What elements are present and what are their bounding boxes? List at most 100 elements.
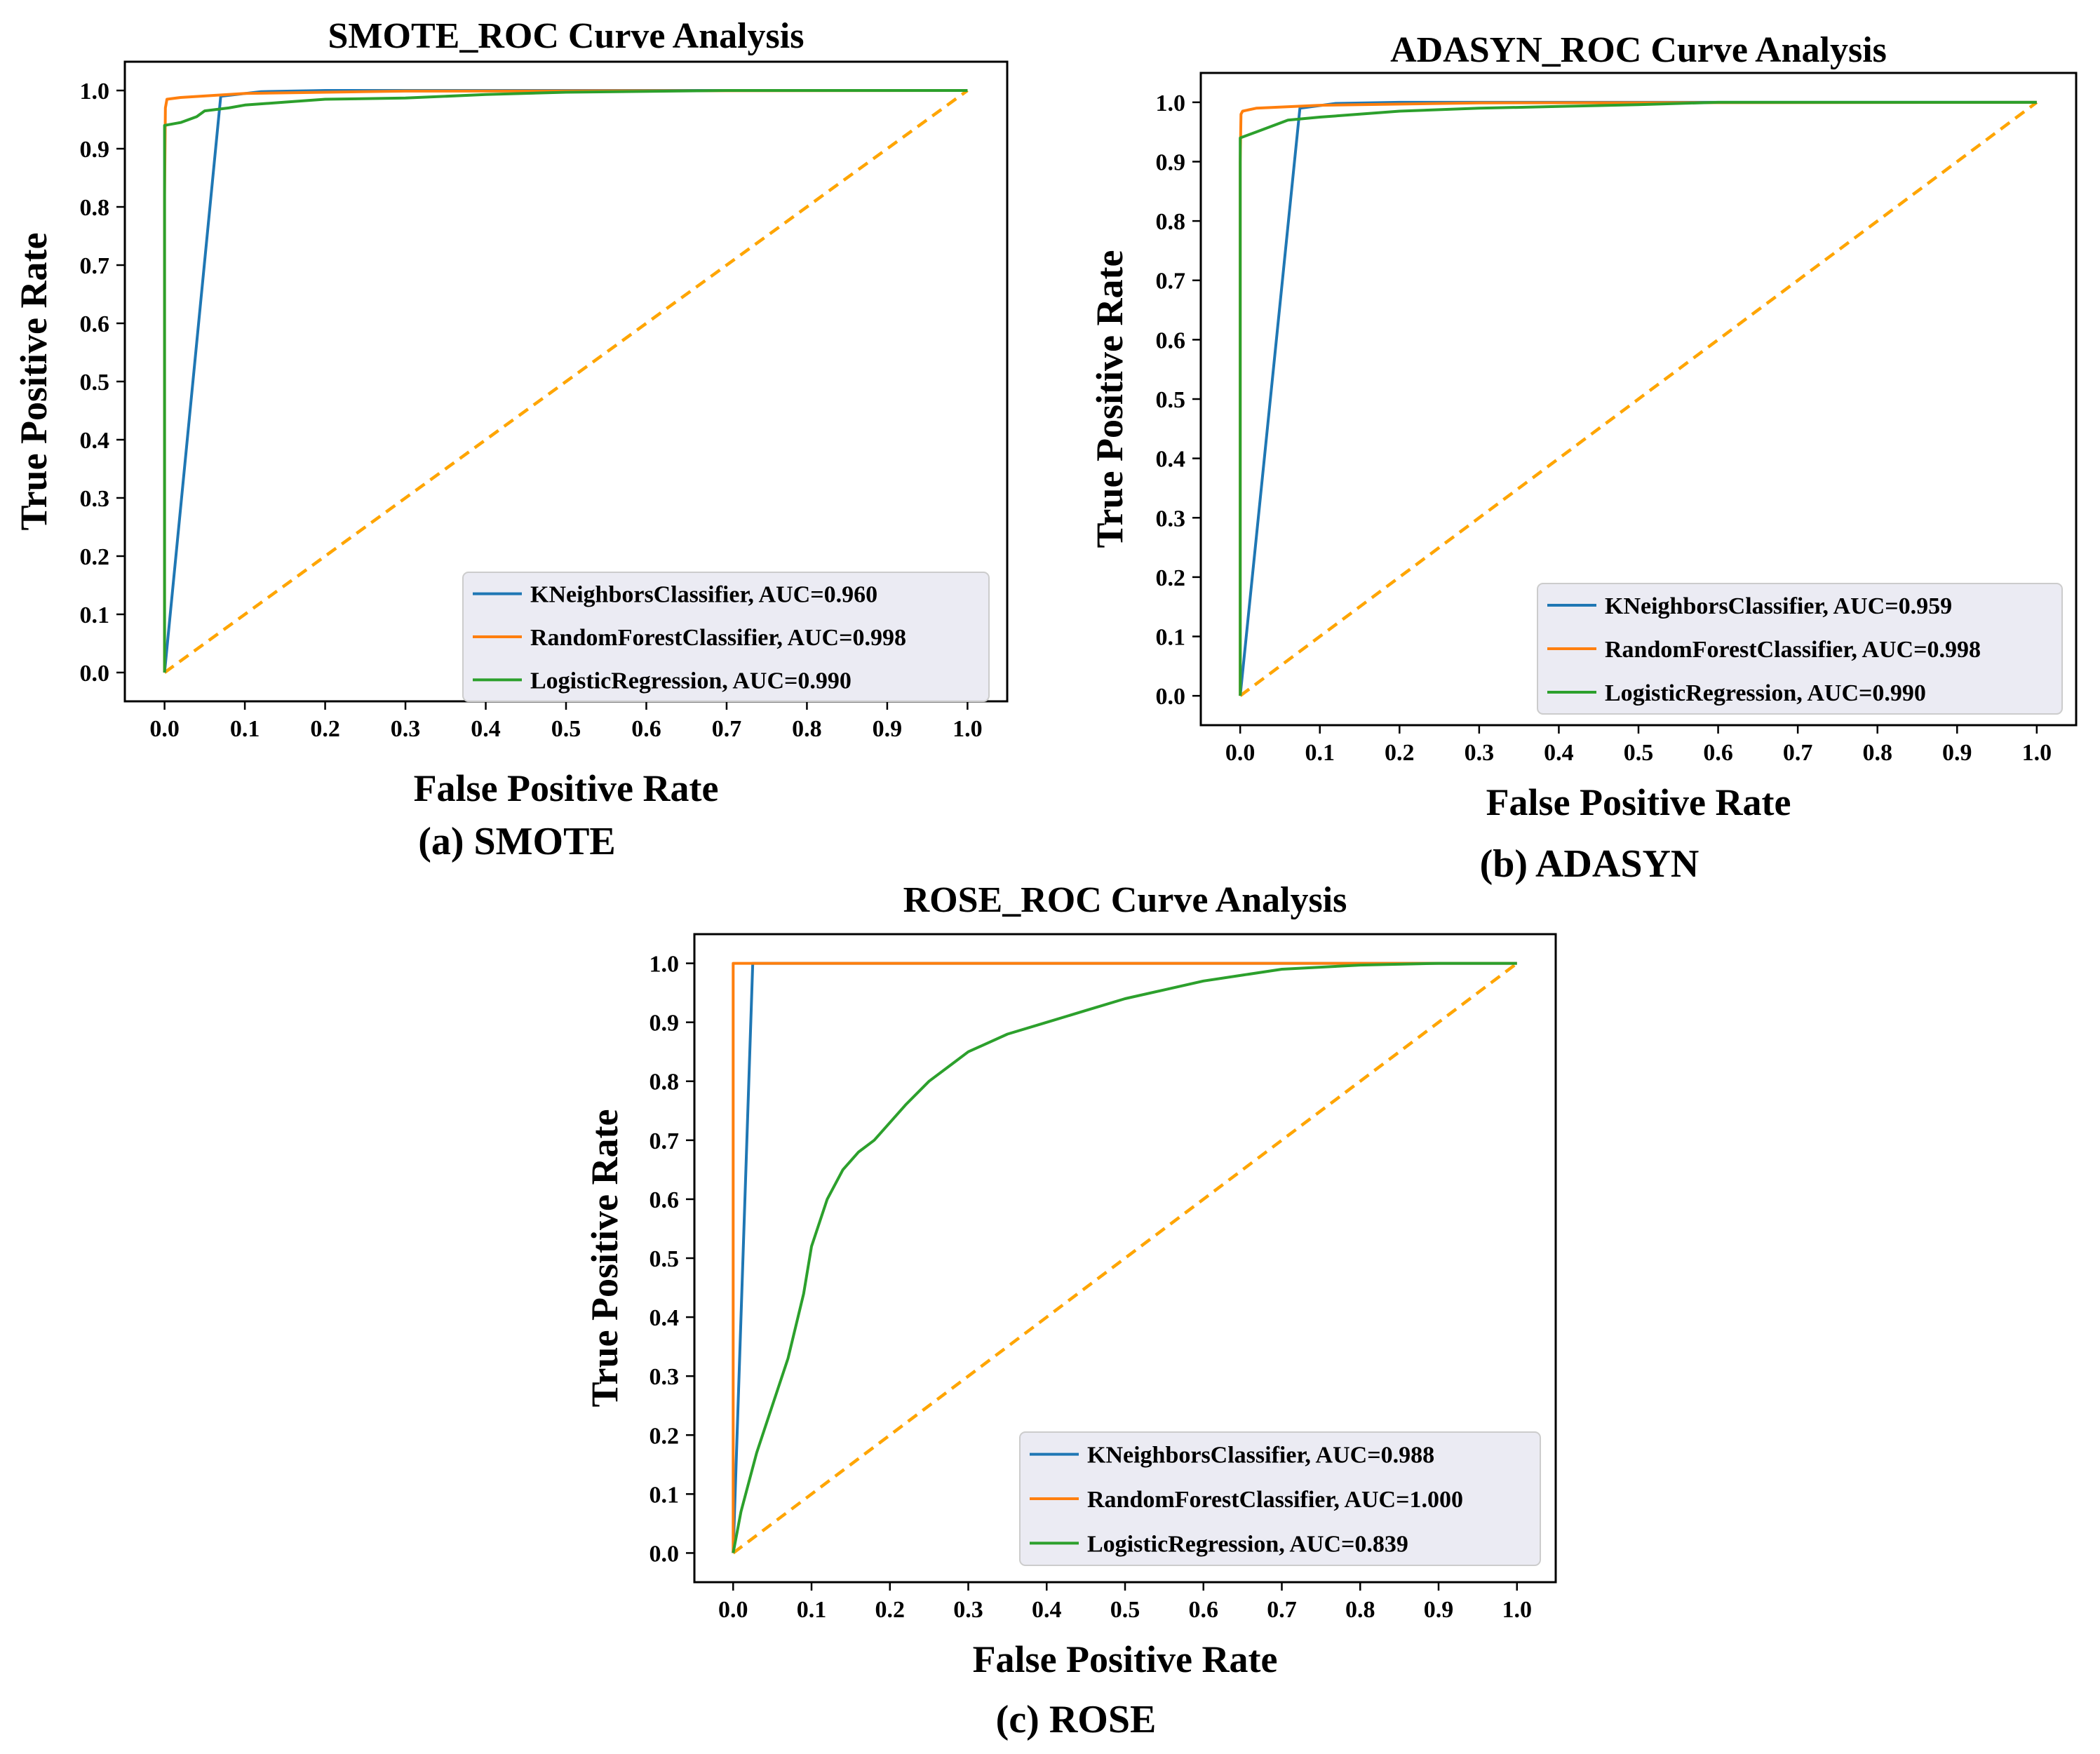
chart-title: ADASYN_ROC Curve Analysis (1390, 30, 1887, 70)
y-tick-label: 0.8 (649, 1070, 680, 1095)
y-tick-label: 0.9 (1156, 149, 1186, 175)
x-tick-label: 0.5 (1110, 1597, 1140, 1623)
y-tick-label: 0.1 (649, 1482, 680, 1508)
y-tick-label: 0.7 (649, 1128, 680, 1154)
x-tick-label: 0.7 (712, 716, 742, 742)
legend-entry: LogisticRegression, AUC=0.839 (1087, 1531, 1408, 1557)
x-axis-label: False Positive Rate (414, 767, 719, 809)
roc-series-line-1 (732, 962, 1517, 1553)
y-tick-label: 0.1 (80, 602, 110, 628)
y-tick-label: 0.4 (80, 428, 110, 454)
x-tick-label: 0.7 (1783, 740, 1813, 766)
chance-diagonal-line (1239, 101, 2038, 697)
y-tick-label: 0.5 (1156, 387, 1186, 413)
x-axis-label: False Positive Rate (1486, 781, 1791, 823)
x-tick-label: 0.4 (1032, 1597, 1062, 1623)
legend-box (1537, 583, 2063, 715)
x-tick-label: 0.4 (1544, 740, 1574, 766)
x-tick-label: 0.6 (631, 716, 661, 742)
x-tick-label: 0.8 (1862, 740, 1892, 766)
y-tick-label: 0.0 (649, 1541, 680, 1567)
y-tick-label: 1.0 (649, 952, 680, 978)
legend-entry: LogisticRegression, AUC=0.990 (530, 668, 852, 694)
y-tick-label: 1.0 (1156, 90, 1186, 116)
roc-series-line-2 (1239, 100, 2037, 696)
chart-panel-0: SMOTE_ROC Curve Analysis 0.0 0.1 0.2 0.3 0.4 0… (13, 16, 1009, 809)
y-tick-label: 0.2 (649, 1423, 680, 1449)
x-tick-label: 0.3 (1465, 740, 1495, 766)
y-tick-label: 0.3 (80, 486, 110, 512)
x-tick-label: 0.8 (1345, 1597, 1375, 1623)
x-tick-label: 0.2 (1385, 740, 1415, 766)
y-tick-label: 0.2 (80, 544, 110, 570)
y-tick-label: 0.7 (1156, 269, 1186, 295)
chart-title: ROSE_ROC Curve Analysis (903, 880, 1347, 920)
x-tick-label: 0.3 (953, 1597, 983, 1623)
x-tick-label: 0.1 (230, 716, 260, 742)
y-axis-label: True Positive Rate (1089, 250, 1131, 548)
y-tick-label: 1.0 (80, 79, 110, 104)
x-tick-label: 0.5 (551, 716, 581, 742)
x-tick-label: 0.3 (391, 716, 421, 742)
chance-diagonal-line (163, 89, 969, 674)
y-tick-label: 0.6 (80, 311, 110, 337)
y-tick-label: 0.0 (1156, 684, 1186, 710)
legend-entry: KNeighborsClassifier, AUC=0.988 (1087, 1443, 1434, 1469)
x-tick-label: 0.2 (875, 1597, 906, 1623)
y-tick-label: 0.6 (649, 1187, 680, 1213)
legend-entry: LogisticRegression, AUC=0.990 (1605, 680, 1926, 706)
subfigure-caption: (b) ADASYN (1480, 842, 1699, 886)
chart-panel-1: ADASYN_ROC Curve Analysis 0.0 0.1 0.2 0.3 0.4… (1089, 30, 2078, 823)
y-tick-label: 0.3 (1156, 506, 1186, 532)
subfigure-caption: (c) ROSE (996, 1698, 1157, 1741)
x-tick-label: 0.0 (1225, 740, 1256, 766)
x-tick-label: 0.2 (310, 716, 340, 742)
roc-series-line-2 (732, 962, 1517, 1553)
legend-entry: RandomForestClassifier, AUC=0.998 (530, 625, 906, 651)
subfigure-caption: (a) SMOTE (418, 820, 616, 863)
chart-panel-2: ROSE_ROC Curve Analysis 0.0 0.1 0.2 0.3 0.4 0.… (584, 880, 1557, 1680)
chart-title: SMOTE_ROC Curve Analysis (328, 16, 805, 56)
y-tick-label: 0.9 (80, 137, 110, 163)
y-tick-label: 0.4 (649, 1305, 680, 1331)
legend-entry: RandomForestClassifier, AUC=0.998 (1605, 637, 1981, 663)
x-tick-label: 0.6 (1703, 740, 1733, 766)
x-tick-label: 0.5 (1624, 740, 1654, 766)
y-tick-label: 0.2 (1156, 565, 1186, 591)
y-tick-label: 0.9 (649, 1011, 680, 1037)
y-tick-label: 0.7 (80, 253, 110, 279)
y-tick-label: 0.8 (1156, 209, 1186, 235)
legend-box (1019, 1431, 1541, 1566)
roc-series-line-2 (163, 89, 968, 673)
legend-entry: RandomForestClassifier, AUC=1.000 (1087, 1487, 1463, 1513)
x-tick-label: 1.0 (2022, 740, 2052, 766)
x-tick-label: 0.1 (797, 1597, 827, 1623)
legend-entry: KNeighborsClassifier, AUC=0.959 (1605, 593, 1952, 619)
y-tick-label: 0.8 (80, 195, 110, 221)
y-tick-label: 0.0 (80, 661, 110, 687)
x-tick-label: 0.4 (471, 716, 501, 742)
x-tick-label: 0.9 (1424, 1597, 1454, 1623)
y-tick-label: 0.1 (1156, 625, 1186, 651)
x-tick-label: 0.0 (149, 716, 180, 742)
x-tick-label: 0.0 (718, 1597, 748, 1623)
y-axis-label: True Positive Rate (584, 1109, 626, 1408)
x-tick-label: 1.0 (1502, 1597, 1532, 1623)
y-tick-label: 0.5 (649, 1246, 680, 1272)
y-tick-label: 0.5 (80, 370, 110, 396)
y-axis-label: True Positive Rate (13, 233, 55, 531)
x-tick-label: 0.8 (792, 716, 822, 742)
legend-entry: KNeighborsClassifier, AUC=0.960 (530, 582, 877, 608)
x-tick-label: 0.9 (873, 716, 903, 742)
x-tick-label: 0.6 (1188, 1597, 1218, 1623)
legend-box (462, 572, 990, 702)
x-axis-label: False Positive Rate (973, 1638, 1278, 1680)
x-tick-label: 1.0 (953, 716, 983, 742)
x-tick-label: 0.9 (1942, 740, 1972, 766)
y-tick-label: 0.4 (1156, 447, 1186, 473)
y-tick-label: 0.3 (649, 1364, 680, 1390)
x-tick-label: 0.1 (1305, 740, 1335, 766)
x-tick-label: 0.7 (1267, 1597, 1297, 1623)
y-tick-label: 0.6 (1156, 328, 1186, 353)
